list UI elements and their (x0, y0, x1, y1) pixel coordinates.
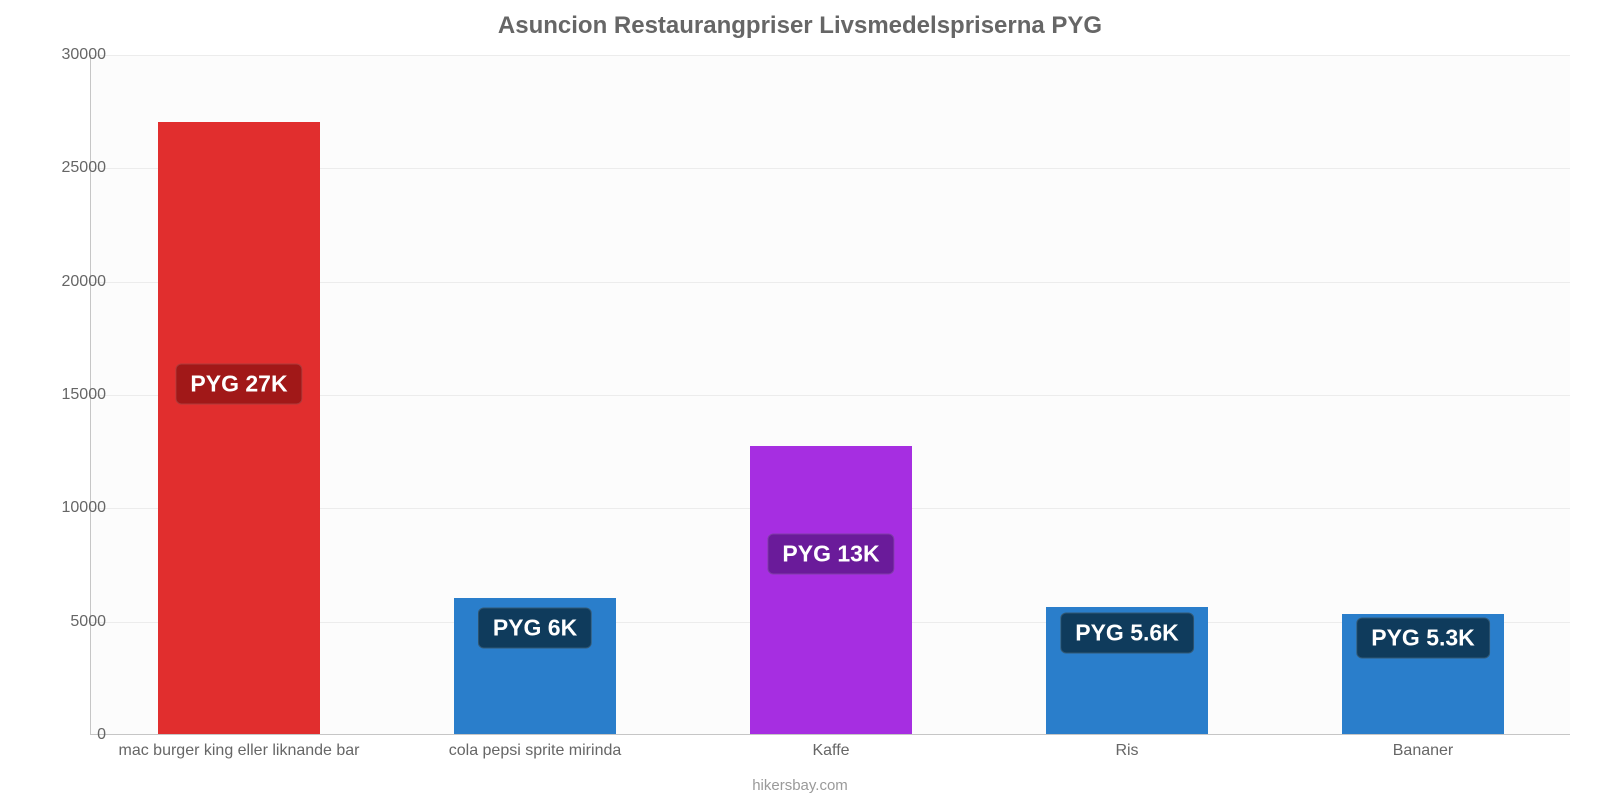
y-tick-label: 0 (26, 726, 106, 744)
y-tick-label: 20000 (26, 273, 106, 291)
bar (158, 122, 321, 734)
price-bar-chart: Asuncion Restaurangpriser Livsmedelspris… (0, 0, 1600, 800)
x-tick-label: Kaffe (812, 742, 849, 760)
value-badge: PYG 6K (478, 608, 592, 649)
y-tick-label: 30000 (26, 46, 106, 64)
x-tick-label: Bananer (1393, 742, 1454, 760)
value-badge: PYG 5.3K (1356, 617, 1490, 658)
value-badge: PYG 13K (767, 533, 894, 574)
chart-source: hikersbay.com (0, 777, 1600, 794)
y-tick-label: 10000 (26, 499, 106, 517)
x-tick-label: Ris (1115, 742, 1138, 760)
bar (750, 446, 913, 734)
plot-area: PYG 27Kmac burger king eller liknande ba… (90, 55, 1570, 735)
value-badge: PYG 27K (175, 363, 302, 404)
value-badge: PYG 5.6K (1060, 613, 1194, 654)
x-tick-label: cola pepsi sprite mirinda (449, 742, 622, 760)
chart-title: Asuncion Restaurangpriser Livsmedelspris… (0, 12, 1600, 40)
gridline (91, 55, 1570, 56)
y-tick-label: 25000 (26, 159, 106, 177)
x-tick-label: mac burger king eller liknande bar (118, 742, 359, 760)
y-tick-label: 15000 (26, 386, 106, 404)
y-tick-label: 5000 (26, 613, 106, 631)
